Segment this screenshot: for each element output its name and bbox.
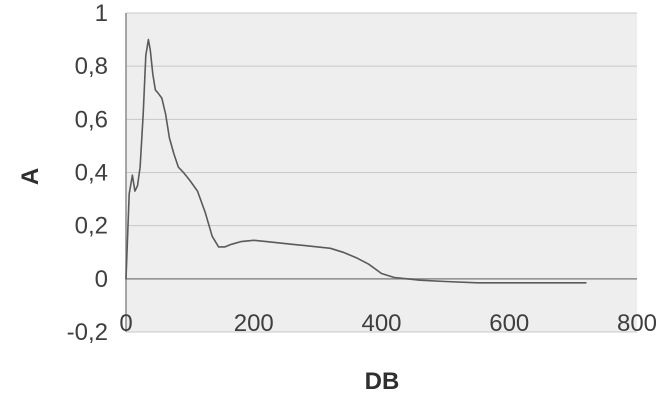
series-line-0	[125, 38, 587, 284]
x-tick-label-2: 400	[361, 310, 401, 337]
x-tick-label-4: 800	[617, 310, 657, 337]
y-tick-label-0: -0,2	[67, 319, 108, 346]
x-tick-label-0: 0	[119, 310, 132, 337]
y-tick-label-3: 0,4	[75, 160, 108, 187]
x-axis-label: DB	[365, 368, 400, 395]
tick-labels: -0,2 0 0,2 0,4 0,6 0,8 1 0 200 400 600 800	[67, 0, 657, 346]
x-tick-label-1: 200	[234, 310, 274, 337]
y-axis-label: A	[17, 168, 44, 185]
y-tick-label-5: 0,8	[75, 53, 108, 80]
x-tick-label-3: 600	[489, 310, 529, 337]
y-tick-label-4: 0,6	[75, 106, 108, 133]
data-series	[125, 38, 587, 284]
y-tick-label-2: 0,2	[75, 213, 108, 240]
y-tick-label-1: 0	[95, 266, 108, 293]
y-tick-label-6: 1	[95, 0, 108, 27]
gridlines	[126, 12, 637, 333]
